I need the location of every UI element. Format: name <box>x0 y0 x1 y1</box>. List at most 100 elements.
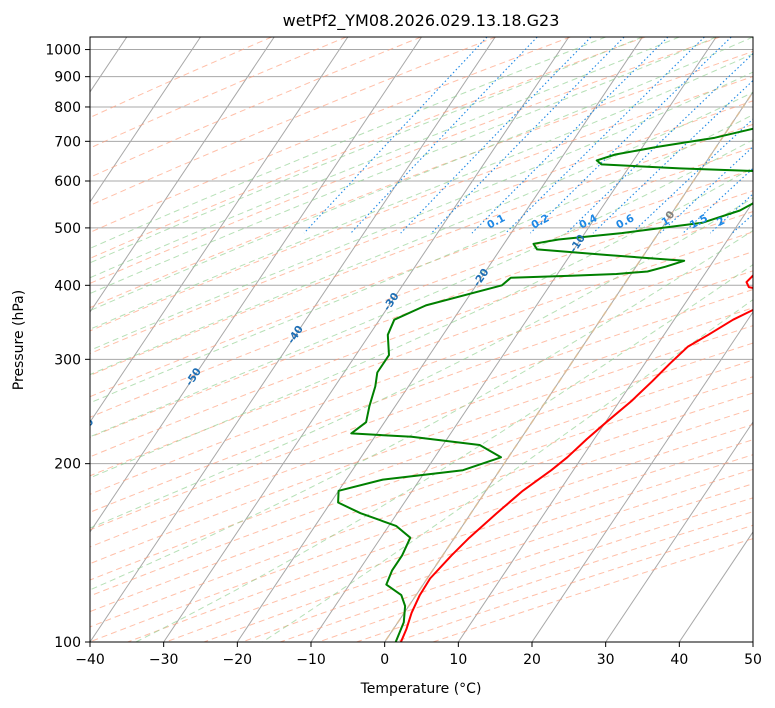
isotherm-line <box>678 531 753 642</box>
isotherm-line <box>310 37 717 642</box>
x-axis: −40 −30 −20 −10 0 10 20 30 40 50 <box>75 642 762 668</box>
mixing-ratio-line <box>682 167 753 234</box>
y-tick-label: 100 <box>54 635 81 651</box>
y-tick-label: 300 <box>54 352 81 368</box>
chart-title: wetPf2_YM08.2026.029.13.18.G23 <box>283 11 560 31</box>
x-tick-label: 30 <box>597 652 615 668</box>
dry-adiabat <box>90 408 753 642</box>
dry-adiabat <box>90 288 753 531</box>
moist-adiabat <box>90 37 643 264</box>
y-axis-label: Pressure (hPa) <box>11 290 27 390</box>
dry-adiabat <box>90 168 753 418</box>
mixing-ratio-line <box>350 37 538 234</box>
isotherm-line <box>236 37 643 642</box>
plot-frame <box>89 36 754 643</box>
isotherm-label: -40 <box>285 324 306 346</box>
moist-adiabat <box>90 91 753 376</box>
y-tick-label: 200 <box>54 457 81 473</box>
moist-adiabat <box>90 37 717 295</box>
x-tick-label: −20 <box>223 652 253 668</box>
y-tick-label: 800 <box>54 100 81 116</box>
x-tick-label: 20 <box>523 652 541 668</box>
mixing-ratio-label: 2 <box>715 215 727 229</box>
dry-adiabat <box>90 100 753 355</box>
dry-adiabat <box>90 76 753 332</box>
x-tick-label: 0 <box>380 652 389 668</box>
mixing-ratio-label: 1.5 <box>688 212 710 231</box>
dry-adiabat <box>90 37 422 178</box>
isotherm-line <box>90 37 275 313</box>
isotherm-line <box>90 37 422 533</box>
isotherm-line <box>605 421 753 642</box>
dry-adiabat <box>90 392 753 628</box>
moist-adiabat <box>90 53 753 330</box>
dry-adiabat <box>90 37 720 284</box>
dry-adiabat <box>318 497 753 642</box>
plot-area: -100-90-80-70-60-50-40-30-20-10010203040… <box>76 37 775 642</box>
moist-adiabat <box>262 298 753 642</box>
y-tick-label: 600 <box>54 174 81 190</box>
y-axis: 100 200 300 400 500 600 700 800 900 1000 <box>45 43 90 651</box>
x-tick-label: 10 <box>449 652 467 668</box>
mixing-ratio-line <box>303 37 488 234</box>
moist-adiabat <box>90 71 753 351</box>
isotherm-line <box>457 201 753 642</box>
isotherm-line <box>531 311 753 642</box>
moist-adiabat <box>90 139 753 438</box>
dry-adiabat <box>90 146 753 398</box>
mixing-ratio-line <box>731 213 753 234</box>
dry-adiabat <box>90 342 753 581</box>
dry-adiabat <box>90 37 646 259</box>
mixing-ratio-line <box>471 37 669 234</box>
isotherm-label: 10 <box>762 165 775 184</box>
mixing-ratio-line <box>530 37 732 234</box>
moist-adiabat <box>90 37 680 279</box>
x-tick-label: −40 <box>75 652 105 668</box>
y-tick-label: 700 <box>54 134 81 150</box>
isotherm-label: -60 <box>76 416 97 438</box>
zero-isotherm-line <box>384 90 753 642</box>
mixing-ratio-label: 0.2 <box>529 212 551 231</box>
dry-adiabat <box>90 123 753 377</box>
mixing-ratio-label: 0.4 <box>577 212 599 231</box>
dry-adiabat <box>432 538 753 642</box>
isotherm-label: -50 <box>183 366 204 388</box>
y-tick-label: 1000 <box>45 43 81 59</box>
mixing-ratio-line <box>566 52 753 234</box>
moist-adiabat <box>90 229 753 591</box>
y-tick-label: 500 <box>54 221 81 237</box>
moist-adiabat <box>135 264 753 642</box>
dry-adiabat <box>165 439 753 642</box>
temperature-profile <box>399 274 753 642</box>
moist-adiabat <box>90 197 753 529</box>
mixing-ratio-label: 0.1 <box>485 212 507 231</box>
moist-adiabat <box>90 37 606 249</box>
y-tick-label: 900 <box>54 70 81 86</box>
mixing-ratio-label: 0.6 <box>614 212 636 231</box>
isotherm-line <box>90 37 201 203</box>
dry-adiabat <box>90 37 272 119</box>
moist-adiabat <box>90 37 753 312</box>
dry-adiabat <box>90 50 753 309</box>
moist-adiabat <box>90 114 753 404</box>
x-tick-label: 50 <box>744 652 762 668</box>
dry-adiabat <box>90 231 753 477</box>
x-tick-label: 40 <box>670 652 688 668</box>
mixing-ratio-label: 3 <box>752 215 764 229</box>
moist-adiabat <box>90 166 753 479</box>
isotherm-line <box>163 37 570 642</box>
x-tick-label: −30 <box>149 652 179 668</box>
dry-adiabat <box>90 325 753 565</box>
dewpoint-profile <box>337 127 753 642</box>
dry-adiabat <box>90 190 753 438</box>
isotherm-line <box>90 37 349 423</box>
mixing-ratio-line <box>757 37 775 233</box>
x-tick-label: −10 <box>296 652 326 668</box>
dry-adiabat <box>90 37 496 206</box>
mixing-ratio-line <box>592 79 753 234</box>
mixing-ratio-line <box>431 37 625 234</box>
x-axis-label: Temperature (°C) <box>360 681 482 697</box>
y-tick-label: 400 <box>54 278 81 294</box>
isotherm-line <box>384 91 753 642</box>
